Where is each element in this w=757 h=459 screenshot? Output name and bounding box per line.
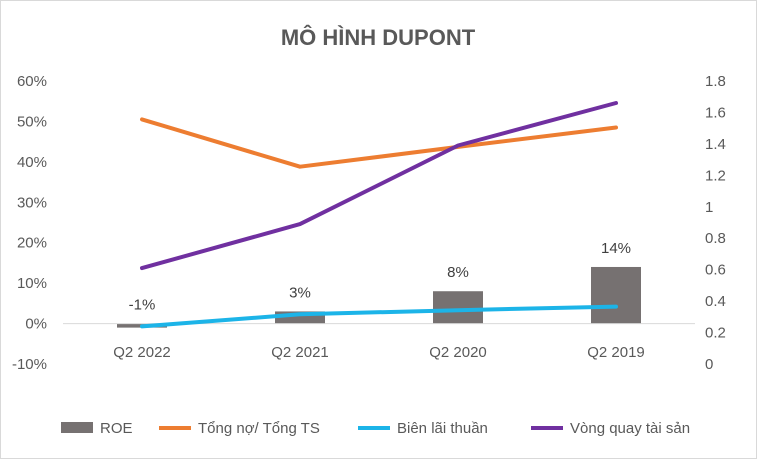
left-tick-label: 0%: [25, 316, 47, 333]
left-axis: -10% 0% 10% 20% 30% 40% 50% 60%: [12, 73, 47, 373]
right-tick-label: 0.8: [705, 230, 726, 247]
right-axis: 0 0.2 0.4 0.6 0.8 1 1.2 1.4 1.6 1.8: [705, 73, 726, 373]
left-tick-label: 60%: [17, 73, 47, 90]
legend-label: Tổng nợ/ Tổng TS: [198, 420, 320, 437]
right-tick-label: 1: [705, 199, 713, 216]
right-tick-label: 1.8: [705, 73, 726, 90]
roe-data-labels: -1% 3% 8% 14%: [129, 240, 631, 314]
roe-data-label: 3%: [289, 284, 311, 301]
right-tick-label: 1.4: [705, 136, 726, 153]
roe-bars: [117, 266, 641, 328]
category-label: Q2 2020: [429, 344, 487, 361]
series-line: [140, 117, 618, 169]
chart-title: MÔ HÌNH DUPONT: [281, 25, 476, 50]
series-line: [140, 304, 618, 329]
left-tick-label: 20%: [17, 235, 47, 252]
category-label: Q2 2022: [113, 344, 171, 361]
category-axis: Q2 2022 Q2 2021 Q2 2020 Q2 2019: [113, 344, 645, 361]
line-series: [140, 101, 618, 329]
legend-label: Biên lãi thuần: [397, 420, 488, 437]
legend: ROE Tổng nợ/ Tổng TS Biên lãi thuần Vòng qu…: [61, 420, 690, 437]
right-tick-label: 1.2: [705, 167, 726, 184]
legend-swatch: [61, 422, 93, 433]
right-tick-label: 0.4: [705, 293, 726, 310]
right-tick-label: 1.6: [705, 104, 726, 121]
legend-label: ROE: [100, 420, 133, 437]
left-tick-label: 40%: [17, 154, 47, 171]
roe-data-label: -1%: [129, 297, 156, 314]
left-tick-label: 50%: [17, 113, 47, 130]
right-tick-label: 0: [705, 356, 713, 373]
right-tick-label: 0.2: [705, 325, 726, 342]
right-tick-label: 0.6: [705, 262, 726, 279]
roe-data-label: 14%: [601, 240, 631, 257]
category-label: Q2 2021: [271, 344, 329, 361]
left-tick-label: -10%: [12, 356, 47, 373]
legend-label: Vòng quay tài sản: [570, 420, 690, 437]
roe-data-label: 8%: [447, 264, 469, 281]
left-tick-label: 30%: [17, 194, 47, 211]
roe-bar: [591, 266, 641, 324]
left-tick-label: 10%: [17, 275, 47, 292]
roe-bar: [433, 291, 483, 324]
category-label: Q2 2019: [587, 344, 645, 361]
series-line: [140, 101, 618, 271]
